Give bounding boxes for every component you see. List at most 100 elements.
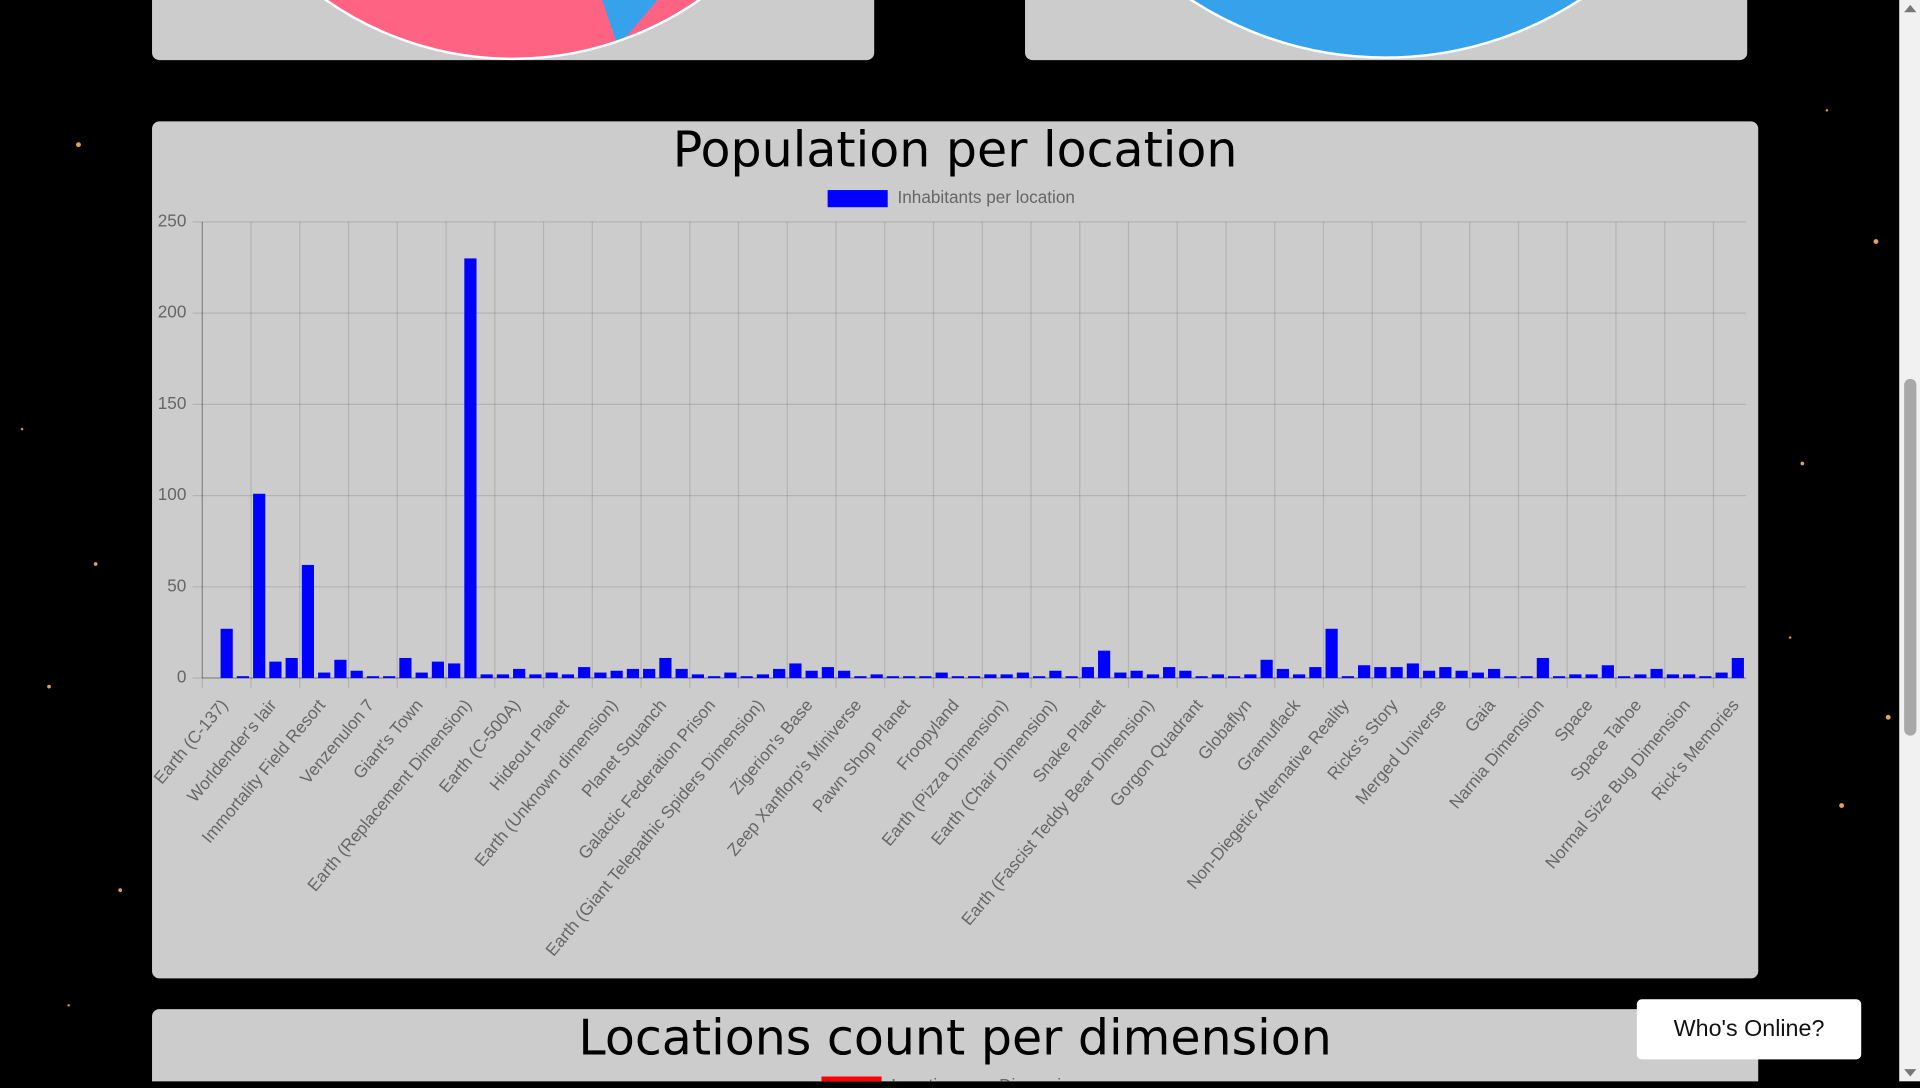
bar <box>1471 672 1484 679</box>
y-tick-label: 50 <box>167 575 186 595</box>
bar <box>1634 674 1647 679</box>
pie <box>1189 0 1582 59</box>
card <box>152 1009 1759 1088</box>
bar <box>1374 667 1387 679</box>
bar <box>578 667 591 679</box>
bar <box>870 674 883 679</box>
bar <box>1000 674 1013 679</box>
bar <box>1179 670 1192 679</box>
bar <box>1553 676 1566 679</box>
card <box>152 121 1759 979</box>
bar <box>464 258 477 679</box>
y-tick-label: 150 <box>158 393 187 413</box>
whos-online-button[interactable]: Who's Online? <box>1636 999 1862 1060</box>
bar <box>1683 674 1696 679</box>
bar <box>1195 676 1208 679</box>
bar <box>886 676 899 679</box>
bar <box>1130 670 1143 679</box>
card-title: Locations count per dimension <box>578 1008 1331 1066</box>
bar <box>610 670 623 679</box>
bar <box>1228 676 1241 679</box>
bar <box>415 672 428 679</box>
bar <box>951 676 964 679</box>
bar <box>545 672 558 679</box>
bar <box>935 672 948 679</box>
bar <box>1439 667 1452 679</box>
bar <box>838 670 851 679</box>
bar <box>1033 676 1046 679</box>
bar <box>1406 663 1419 679</box>
bar <box>626 668 639 679</box>
bar <box>1618 676 1631 679</box>
bar <box>1260 659 1273 679</box>
y-tick-label: 200 <box>158 302 187 322</box>
bar <box>821 667 834 679</box>
pie-border <box>323 0 702 60</box>
bar <box>253 493 266 679</box>
bar <box>659 657 672 679</box>
y-tick-label: 0 <box>177 667 187 687</box>
bar <box>496 674 510 679</box>
bar <box>1211 674 1224 679</box>
bar <box>1325 628 1338 679</box>
bar <box>1358 665 1371 679</box>
bar <box>740 676 753 679</box>
bar <box>285 657 298 679</box>
bar <box>1585 674 1598 679</box>
bar <box>1081 667 1094 679</box>
bar <box>1504 676 1517 679</box>
bar <box>561 674 575 679</box>
legend-label: Locations per Dimension <box>891 1075 1080 1082</box>
bar <box>480 674 493 679</box>
bar <box>1488 668 1501 679</box>
bar <box>756 674 769 679</box>
bar <box>691 674 704 679</box>
bar <box>1536 657 1549 679</box>
bar <box>1098 650 1111 679</box>
bar <box>675 668 688 679</box>
scroll-up[interactable] <box>1904 4 1917 13</box>
bar <box>805 670 818 679</box>
bar <box>1520 676 1533 679</box>
bar <box>708 676 721 679</box>
bar <box>789 663 802 679</box>
bar <box>399 657 412 679</box>
bar <box>1293 674 1306 679</box>
legend-swatch <box>821 1076 882 1088</box>
legend-label: Inhabitants per location <box>898 187 1075 207</box>
bar <box>318 672 331 679</box>
bar <box>984 674 997 679</box>
bar <box>1065 676 1078 679</box>
bar <box>301 564 315 679</box>
bar <box>594 672 607 679</box>
bar <box>334 659 347 679</box>
legend-swatch <box>827 190 888 208</box>
bar <box>968 676 981 679</box>
scroll-down[interactable] <box>1904 1069 1917 1077</box>
bar <box>236 676 250 679</box>
bar <box>1146 674 1159 679</box>
scroll-thumb[interactable] <box>1904 378 1917 736</box>
bar <box>529 674 542 679</box>
bar <box>1455 670 1468 679</box>
bar <box>1390 667 1403 679</box>
bar <box>1650 668 1663 679</box>
bar <box>1016 672 1029 679</box>
bar <box>1715 672 1728 679</box>
bar <box>448 663 461 679</box>
bar <box>513 668 526 679</box>
bar <box>773 668 786 679</box>
bar <box>1244 674 1257 679</box>
bar <box>643 668 656 679</box>
bar <box>431 661 445 679</box>
bar <box>1163 667 1176 679</box>
bar <box>919 676 932 679</box>
bar <box>1666 674 1679 679</box>
bar <box>1341 676 1354 679</box>
bar <box>1423 670 1436 679</box>
stars <box>20 109 1891 1007</box>
bar <box>1049 670 1062 679</box>
bar <box>1114 672 1127 679</box>
